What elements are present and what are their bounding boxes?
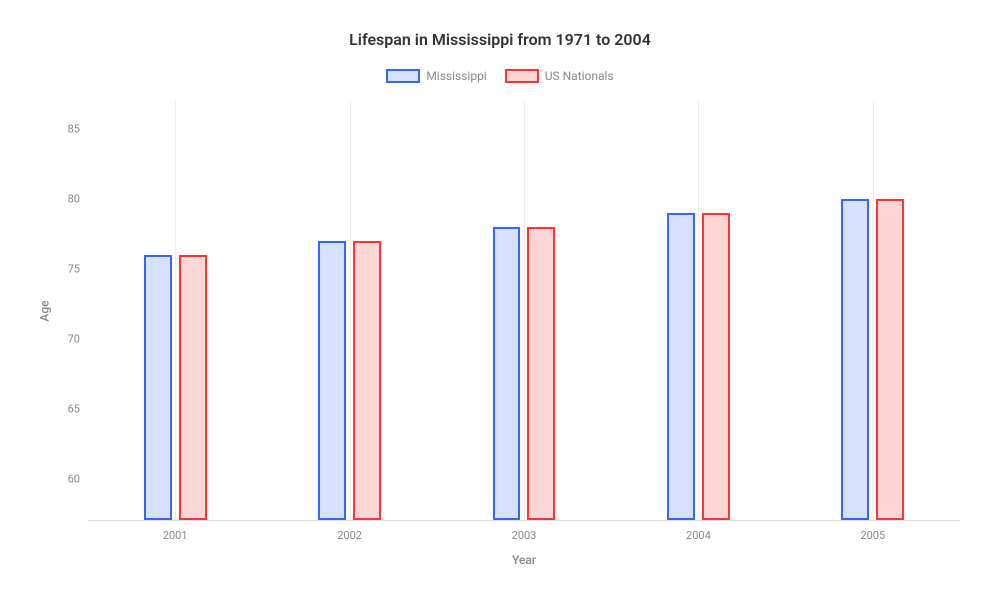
x-axis-ticks: 2001 2002 2003 2004 2005 (88, 521, 960, 549)
gridline (175, 101, 176, 520)
bar[interactable] (144, 255, 172, 520)
gridline (350, 101, 351, 520)
y-tick-label: 80 (68, 193, 80, 206)
x-tick-label: 2005 (860, 529, 885, 542)
gridline (873, 101, 874, 520)
bar[interactable] (841, 199, 869, 520)
legend-item[interactable]: Mississippi (386, 69, 486, 83)
y-tick-label: 70 (68, 333, 80, 346)
x-tick-label: 2001 (163, 529, 188, 542)
gridline (698, 101, 699, 520)
legend-swatch (386, 69, 420, 83)
y-axis-ticks: 60 65 70 75 80 85 (40, 101, 88, 521)
bar[interactable] (318, 241, 346, 520)
gridline (524, 101, 525, 520)
x-axis-label: Year (88, 553, 960, 567)
legend: Mississippi US Nationals (40, 69, 960, 83)
bar[interactable] (493, 227, 521, 520)
y-tick-label: 85 (68, 123, 80, 136)
x-tick-label: 2004 (686, 529, 711, 542)
legend-label: Mississippi (426, 69, 486, 83)
x-tick-label: 2003 (512, 529, 537, 542)
y-tick-label: 75 (68, 263, 80, 276)
plot-area (88, 101, 960, 521)
bar[interactable] (702, 213, 730, 520)
bar[interactable] (667, 213, 695, 520)
chart-title: Lifespan in Mississippi from 1971 to 200… (40, 30, 960, 49)
chart-container: Lifespan in Mississippi from 1971 to 200… (0, 0, 1000, 600)
x-tick-label: 2002 (337, 529, 362, 542)
legend-label: US Nationals (545, 69, 614, 83)
y-tick-label: 65 (68, 403, 80, 416)
legend-swatch (505, 69, 539, 83)
bar[interactable] (353, 241, 381, 520)
bar[interactable] (876, 199, 904, 520)
plot-wrap: Age 606570758085 (40, 101, 960, 521)
y-tick-label: 60 (68, 473, 80, 486)
bar[interactable] (527, 227, 555, 520)
bar[interactable] (179, 255, 207, 520)
legend-item[interactable]: US Nationals (505, 69, 614, 83)
